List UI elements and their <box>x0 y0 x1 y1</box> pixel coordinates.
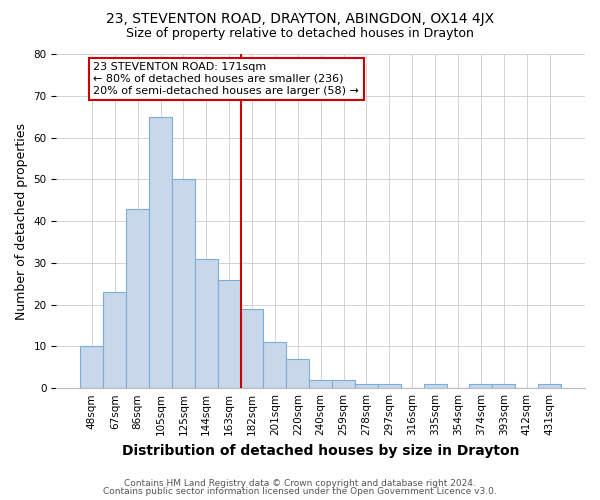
Bar <box>241 309 263 388</box>
Text: Contains public sector information licensed under the Open Government Licence v3: Contains public sector information licen… <box>103 487 497 496</box>
Bar <box>149 116 172 388</box>
Bar <box>493 384 515 388</box>
Text: 23 STEVENTON ROAD: 171sqm
← 80% of detached houses are smaller (236)
20% of semi: 23 STEVENTON ROAD: 171sqm ← 80% of detac… <box>94 62 359 96</box>
Bar <box>195 258 218 388</box>
Bar <box>263 342 286 388</box>
Bar <box>80 346 103 388</box>
Bar <box>172 180 195 388</box>
Text: 23, STEVENTON ROAD, DRAYTON, ABINGDON, OX14 4JX: 23, STEVENTON ROAD, DRAYTON, ABINGDON, O… <box>106 12 494 26</box>
Bar <box>424 384 446 388</box>
Text: Size of property relative to detached houses in Drayton: Size of property relative to detached ho… <box>126 28 474 40</box>
Bar <box>126 208 149 388</box>
Y-axis label: Number of detached properties: Number of detached properties <box>15 122 28 320</box>
Bar <box>355 384 378 388</box>
Bar <box>218 280 241 388</box>
Bar <box>286 359 309 388</box>
Bar <box>332 380 355 388</box>
Bar <box>309 380 332 388</box>
X-axis label: Distribution of detached houses by size in Drayton: Distribution of detached houses by size … <box>122 444 520 458</box>
Bar <box>378 384 401 388</box>
Bar <box>103 292 126 388</box>
Bar <box>469 384 493 388</box>
Text: Contains HM Land Registry data © Crown copyright and database right 2024.: Contains HM Land Registry data © Crown c… <box>124 478 476 488</box>
Bar <box>538 384 561 388</box>
